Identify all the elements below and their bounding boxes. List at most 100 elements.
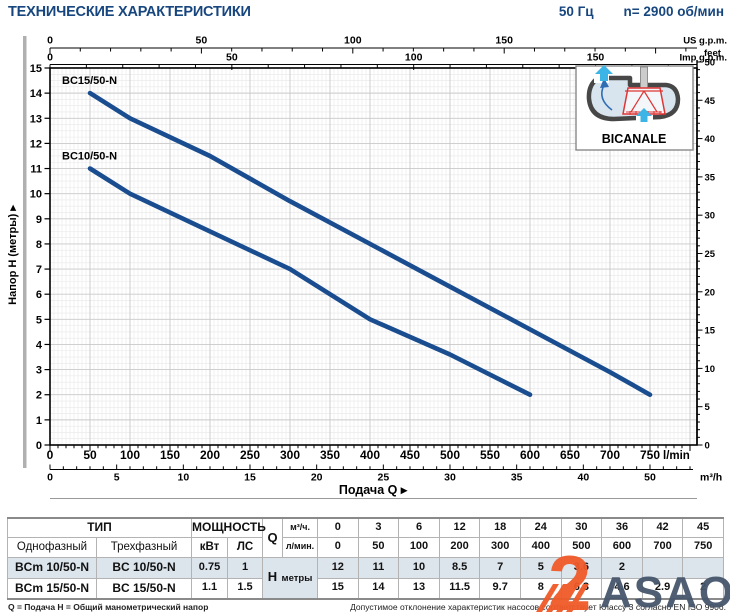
svg-text:600: 600	[520, 448, 540, 462]
x-axis-us-gpm: 0 50 100 150 US g.p.m.	[47, 35, 727, 54]
svg-text:50: 50	[196, 35, 208, 47]
pump-row-bc15: BCm 15/50-N BC 15/50-N 1.1 1.5 15 14 13 11.…	[7, 577, 724, 600]
outlet-arrow-icon	[595, 65, 613, 74]
pump-name-single: BCm 10/50-N	[7, 556, 97, 579]
svg-text:0: 0	[47, 52, 53, 64]
value-cell: 50	[357, 536, 400, 558]
svg-text:0: 0	[47, 448, 54, 462]
svg-text:14: 14	[30, 88, 43, 100]
svg-text:0: 0	[705, 441, 710, 452]
footer-tolerance-note: Допустимое отклонение характеристик насо…	[350, 602, 726, 612]
svg-text:13: 13	[30, 113, 42, 125]
h-label: H	[267, 569, 278, 585]
svg-text:150: 150	[160, 448, 180, 462]
curve-label: BC10/50-N	[62, 151, 117, 163]
svg-text:Imp g.p.m.: Imp g.p.m.	[680, 53, 728, 64]
svg-text:350: 350	[320, 448, 340, 462]
pump-row-bc10: BCm 10/50-N BC 10/50-N 0.75 1 H метры 12…	[7, 556, 724, 600]
asao-watermark: 2 ASAO	[536, 548, 730, 614]
curve-BC15/50-N	[87, 90, 653, 398]
svg-text:feet: feet	[704, 48, 722, 59]
value-cell: 10	[398, 556, 440, 579]
svg-text:100: 100	[120, 448, 140, 462]
pump-name-three: BC 15/50-N	[96, 577, 192, 600]
type-header: ТИП	[7, 517, 192, 538]
svg-text:0: 0	[47, 35, 53, 47]
svg-text:50: 50	[644, 472, 656, 484]
value-cell: 9.7	[479, 577, 521, 600]
svg-text:10: 10	[177, 472, 189, 484]
value-cell: 13	[398, 577, 440, 600]
svg-text:5: 5	[705, 402, 711, 413]
svg-text:2: 2	[36, 390, 42, 402]
value-cell: 12	[317, 556, 359, 579]
value-cell: 45	[682, 517, 724, 538]
hp-header: ЛС	[226, 536, 264, 558]
svg-text:5: 5	[114, 472, 120, 484]
value-cell: 18	[479, 517, 521, 538]
value-cell: 5	[519, 556, 562, 579]
frequency-label: 50 Гц	[558, 4, 594, 19]
q-unit-m3h: м³/ч.	[282, 517, 319, 538]
value-cell: 0	[317, 536, 359, 558]
svg-text:45: 45	[705, 96, 716, 107]
curve-label: BC15/50-N	[62, 75, 117, 87]
svg-text:6: 6	[36, 289, 42, 301]
curve-BC10/50-N	[87, 166, 533, 398]
svg-text:250: 250	[240, 448, 260, 462]
svg-text:1: 1	[36, 415, 42, 427]
value-cell: 12	[438, 517, 481, 538]
svg-text:m³/h: m³/h	[700, 472, 722, 484]
pump-section-inset: BICANALE	[575, 65, 694, 151]
svg-text:30: 30	[705, 211, 716, 222]
pump-hp: 1.5	[226, 577, 264, 600]
value-cell: 30	[560, 517, 603, 538]
value-cell: 11	[357, 556, 400, 579]
svg-text:650: 650	[560, 448, 580, 462]
svg-text:50: 50	[226, 52, 238, 64]
svg-text:100: 100	[344, 35, 362, 47]
value-cell: 0	[317, 517, 359, 538]
left-margin-bar	[23, 36, 27, 468]
svg-text:150: 150	[587, 52, 605, 64]
svg-text:12: 12	[30, 138, 42, 150]
svg-text:35: 35	[511, 472, 523, 484]
header-specs: 50 Гц n= 2900 об/мин	[559, 4, 724, 19]
x-axis-m3h: 0 5 10 15 20 25 30 35 40 50 m³/h	[47, 464, 722, 484]
value-cell: 11.5	[438, 577, 481, 600]
x-axis-imp-gpm: 0 50 100 150 Imp g.p.m.	[47, 52, 728, 70]
svg-text:25: 25	[377, 472, 389, 484]
page-title: ТЕХНИЧЕСКИЕ ХАРАКТЕРИСТИКИ	[8, 4, 251, 20]
svg-text:150: 150	[495, 35, 513, 47]
value-cell	[682, 556, 724, 579]
svg-text:400: 400	[360, 448, 380, 462]
svg-text:20: 20	[311, 472, 323, 484]
value-cell: 100	[398, 536, 440, 558]
svg-text:5: 5	[36, 314, 42, 326]
shaft	[640, 66, 648, 91]
svg-text:0: 0	[36, 440, 42, 452]
three-phase-header: Трехфазный	[96, 536, 192, 558]
footer-legend: Q = Подача H = Общий манометрический нап…	[8, 602, 209, 612]
value-cell: 200	[438, 536, 481, 558]
svg-text:25: 25	[705, 249, 716, 260]
inlet-arrow-icon	[636, 108, 652, 116]
svg-text:4: 4	[36, 339, 43, 351]
svg-text:15: 15	[244, 472, 256, 484]
q-lmin-row: Однофазный Трехфазный кВт ЛС л/мин. 0 50 1…	[7, 536, 724, 558]
svg-text:3: 3	[36, 365, 42, 377]
page-header: ТЕХНИЧЕСКИЕ ХАРАКТЕРИСТИКИ 50 Гц n= 2900…	[8, 4, 724, 20]
pump-curve-chart: BC15/50-NBC10/50-N0123456789101112131415…	[7, 35, 728, 499]
value-cell	[641, 556, 684, 579]
value-cell: 36	[601, 517, 643, 538]
svg-text:l/min: l/min	[663, 450, 690, 462]
svg-text:10: 10	[30, 189, 42, 201]
value-cell: 24	[519, 517, 562, 538]
value-cell: 42	[641, 517, 684, 538]
value-cell: 14	[357, 577, 400, 600]
watermark-symbol: 2	[548, 548, 591, 614]
svg-text:750: 750	[640, 448, 660, 462]
svg-text:9: 9	[36, 214, 42, 226]
